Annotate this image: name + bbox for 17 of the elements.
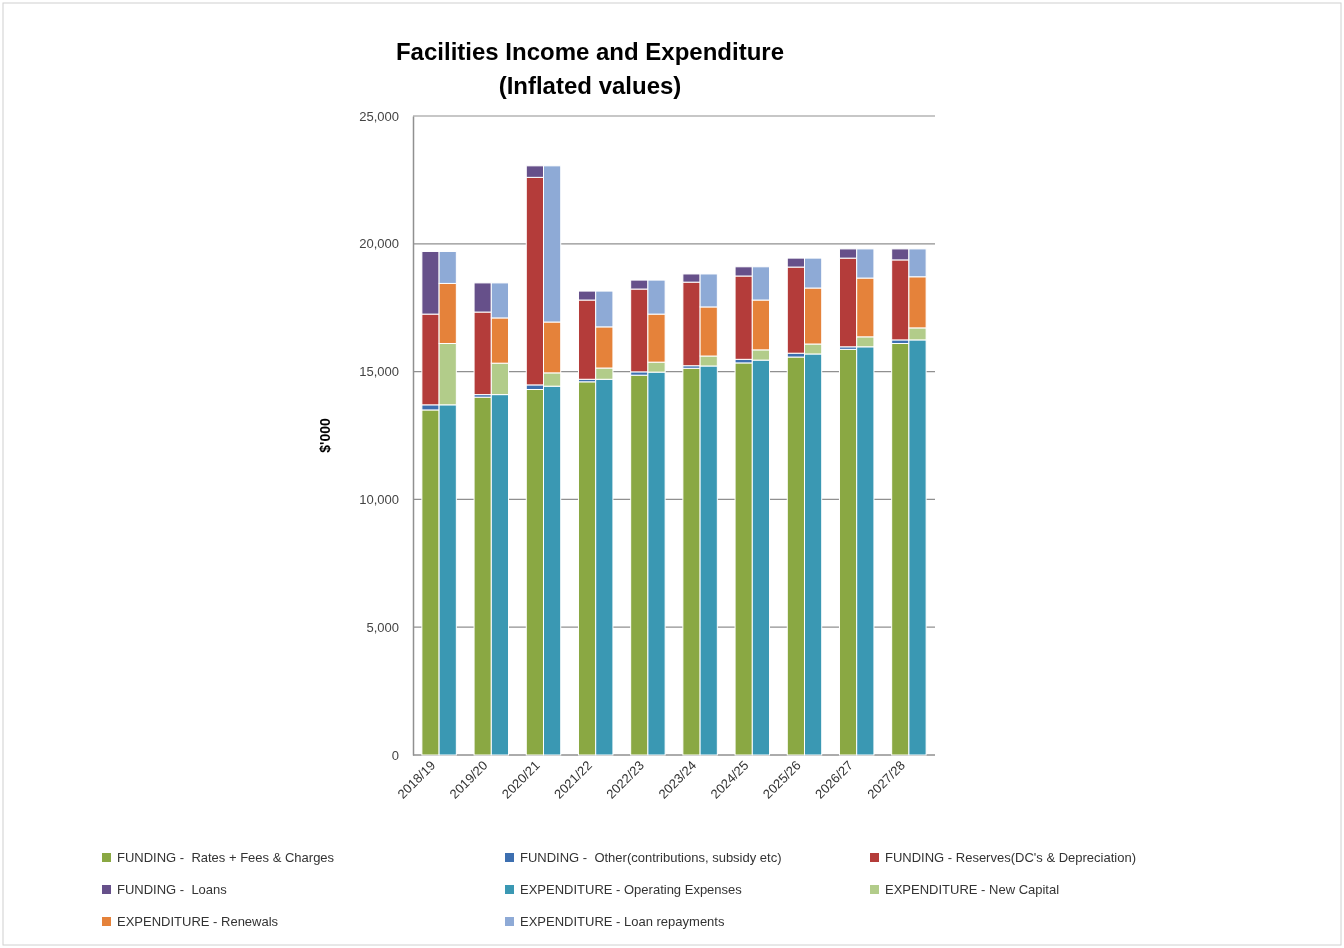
legend-label: EXPENDITURE - Renewals bbox=[117, 914, 279, 929]
legend-label: EXPENDITURE - Operating Expenses bbox=[520, 882, 743, 897]
y-tick-label: 10,000 bbox=[359, 492, 399, 508]
y-tick-label: 5,000 bbox=[366, 619, 399, 635]
y-tick-label: 15,000 bbox=[359, 364, 399, 380]
legend-label: FUNDING - Other(contributions, subsidy etc) bbox=[520, 850, 782, 865]
y-tick-label: 25,000 bbox=[359, 108, 399, 124]
y-tick-label: 20,000 bbox=[359, 236, 399, 252]
legend-label: EXPENDITURE - New Capital bbox=[885, 882, 1060, 897]
legend-label: FUNDING - Loans bbox=[117, 882, 228, 897]
y-tick-label: 0 bbox=[391, 747, 399, 763]
legend-label: EXPENDITURE - Loan repayments bbox=[520, 914, 725, 929]
legend-label: FUNDING - Reserves(DC's & Depreciation) bbox=[885, 850, 1136, 865]
chart-subtitle: (Inflated values) bbox=[498, 72, 682, 99]
chart-title: Facilities Income and Expenditure bbox=[395, 38, 785, 65]
y-axis-title: $'000 bbox=[317, 418, 333, 453]
legend-label: FUNDING - Rates + Fees & Charges bbox=[117, 850, 335, 865]
